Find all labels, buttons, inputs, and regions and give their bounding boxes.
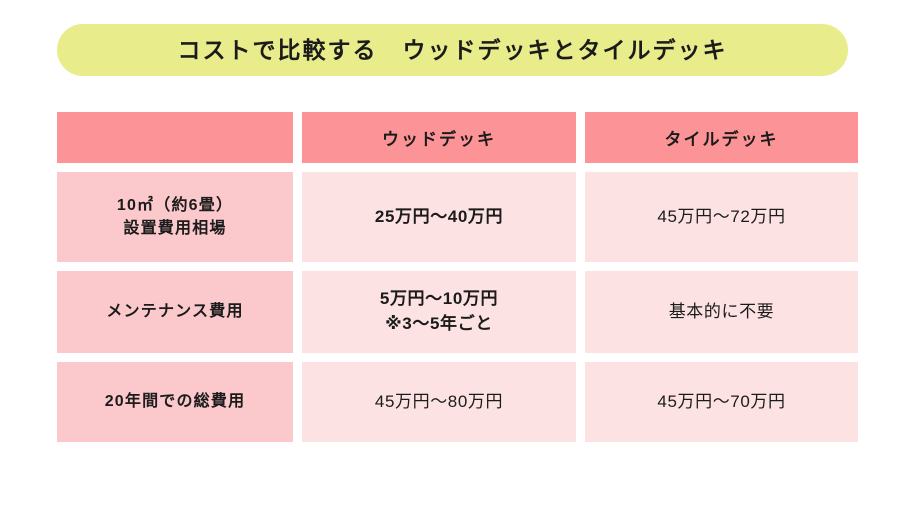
table-row: 10㎡（約6畳） 設置費用相場 25万円～40万円 45万円～72万円: [57, 172, 858, 262]
cell-value-line-1: 45万円～70万円: [657, 391, 786, 411]
table-row: メンテナンス費用 5万円～10万円 ※3～5年ごと 基本的に不要: [57, 271, 858, 353]
cell-tile-twenty-year-total: 45万円～70万円: [585, 362, 858, 442]
cell-wood-installation-cost: 25万円～40万円: [302, 172, 576, 262]
cell-value-line-1: 45万円～80万円: [374, 391, 504, 411]
cell-value-line-2: ※3～5年ごと: [385, 314, 493, 333]
cell-value-line-1: 5万円～10万円: [379, 289, 499, 309]
row-label-twenty-year-total: 20年間での総費用: [57, 362, 293, 442]
cell-tile-maintenance-cost: 基本的に不要: [585, 271, 858, 353]
title-banner: コストで比較する ウッドデッキとタイルデッキ: [57, 24, 848, 76]
header-cell-blank: [57, 112, 293, 163]
cell-value-line-1: 45万円～72万円: [657, 206, 786, 226]
row-label-line-1: メンテナンス費用: [106, 303, 244, 321]
table-header-row: ウッドデッキ タイルデッキ: [57, 112, 858, 163]
cost-comparison-table: ウッドデッキ タイルデッキ 10㎡（約6畳） 設置費用相場 25万円～40万円: [57, 112, 858, 442]
header-cell-tile-deck: タイルデッキ: [585, 112, 858, 163]
cell-wood-twenty-year-total: 45万円～80万円: [302, 362, 576, 442]
page-title: コストで比較する ウッドデッキとタイルデッキ: [177, 36, 728, 63]
table-row: 20年間での総費用 45万円～80万円 45万円～70万円: [57, 362, 858, 442]
row-label-installation-cost: 10㎡（約6畳） 設置費用相場: [57, 172, 293, 262]
cell-wood-maintenance-cost: 5万円～10万円 ※3～5年ごと: [302, 271, 576, 353]
header-label-tile-deck: タイルデッキ: [664, 130, 779, 149]
row-label-line-1: 20年間での総費用: [104, 393, 246, 411]
row-label-line-2: 設置費用相場: [123, 220, 227, 237]
cell-value-line-1: 基本的に不要: [668, 301, 775, 321]
row-label-line-1: 10㎡（約6畳）: [116, 196, 234, 214]
row-label-maintenance-cost: メンテナンス費用: [57, 271, 293, 353]
cell-value-line-1: 25万円～40万円: [374, 206, 504, 226]
header-label-wood-deck: ウッドデッキ: [382, 130, 496, 149]
header-cell-wood-deck: ウッドデッキ: [302, 112, 576, 163]
cell-tile-installation-cost: 45万円～72万円: [585, 172, 858, 262]
